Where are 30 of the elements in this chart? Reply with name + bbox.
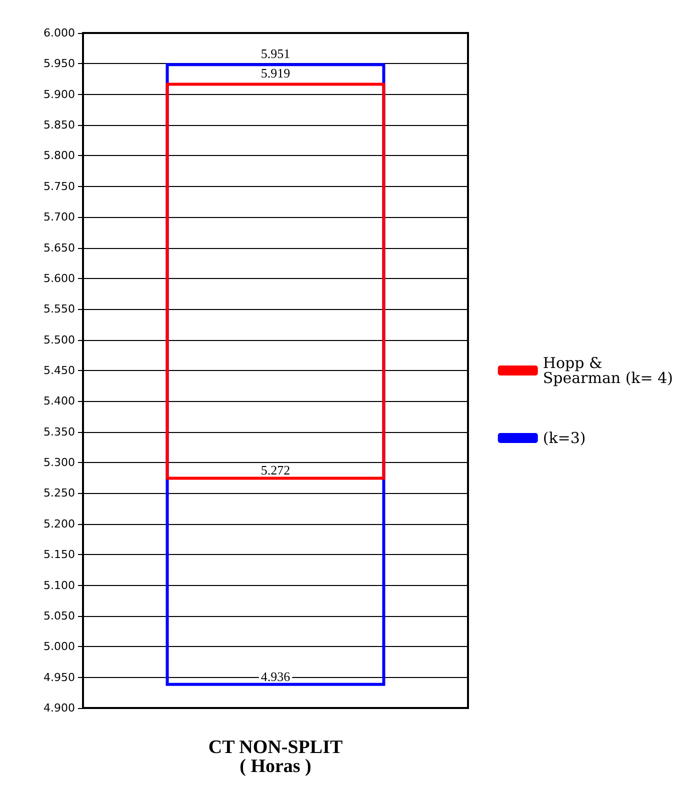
y-tick-label: 6.000 — [44, 26, 75, 40]
y-tick-label: 5.900 — [44, 88, 75, 101]
y-tick-label: 5.950 — [44, 57, 75, 70]
annotation: 5.951 — [260, 46, 290, 62]
y-tick-label: 5.550 — [44, 302, 75, 316]
x-axis-title: CT NON-SPLIT ( Horas ) — [208, 737, 343, 777]
y-tick-label: 4.900 — [44, 702, 75, 714]
annotation: 5.272 — [260, 462, 290, 478]
y-tick-label: 5.700 — [44, 210, 75, 224]
y-tick-label: 5.650 — [44, 241, 75, 254]
y-tick-label: 5.100 — [44, 578, 75, 592]
y-tick-label: 5.400 — [44, 394, 75, 408]
y-tick-label: 5.800 — [44, 149, 75, 162]
y-tick-label: 5.350 — [44, 425, 75, 438]
annotation: 4.936 — [260, 668, 291, 684]
y-tick-label: 5.450 — [44, 364, 75, 377]
y-tick-label: 5.050 — [44, 609, 75, 622]
y-tick-label: 5.200 — [44, 517, 75, 530]
y-tick-label: 5.000 — [44, 640, 75, 654]
y-tick-label: 4.950 — [44, 670, 75, 684]
y-tick-label: 5.150 — [44, 548, 75, 562]
y-tick-label: 5.750 — [44, 180, 75, 193]
y-tick-label: 5.500 — [44, 333, 75, 346]
y-tick-label: 5.250 — [44, 486, 75, 500]
legend-label: Hopp & Spearman (k= 4) — [542, 354, 674, 387]
annotation: 5.919 — [260, 66, 290, 81]
y-tick-label: 5.300 — [44, 456, 75, 470]
legend-label: (k=3) — [542, 429, 586, 447]
y-tick-label: 5.600 — [44, 272, 75, 285]
y-tick-label: 5.850 — [44, 118, 75, 132]
